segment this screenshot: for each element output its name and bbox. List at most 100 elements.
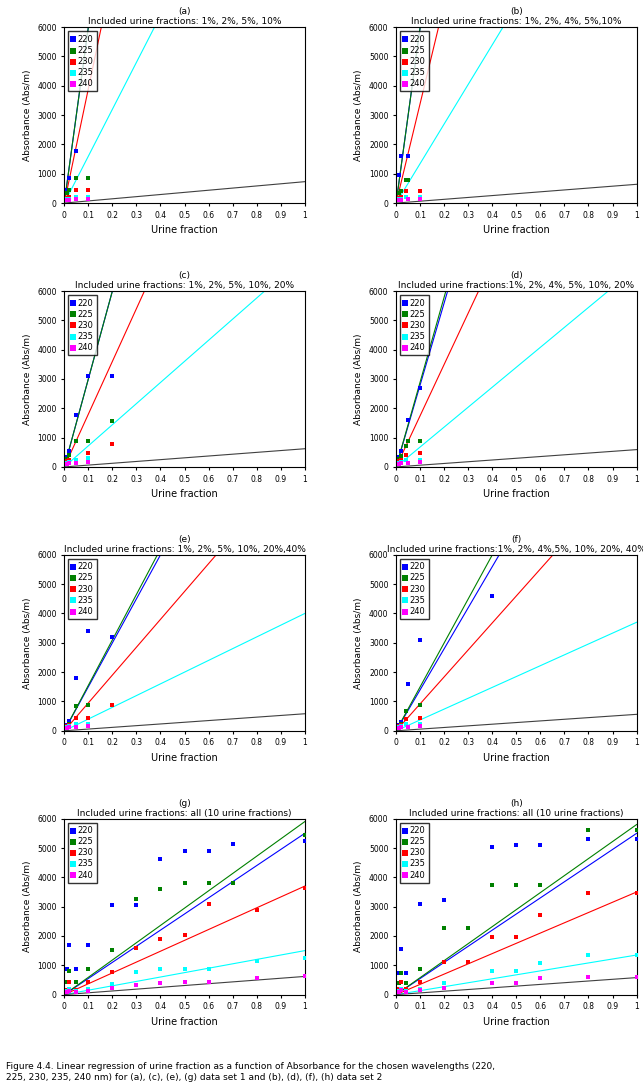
Point — [401, 447, 411, 464]
Point — [71, 188, 82, 205]
Point — [394, 720, 404, 737]
Point — [415, 982, 425, 999]
Point — [251, 953, 262, 971]
Point — [415, 715, 425, 733]
Point — [401, 188, 411, 205]
Point — [396, 442, 406, 460]
Point — [71, 982, 82, 999]
Point — [394, 717, 404, 735]
Point — [64, 442, 74, 460]
Point — [396, 719, 406, 736]
Point — [64, 980, 74, 998]
Point — [415, 190, 425, 208]
Point — [401, 982, 411, 999]
Point — [394, 975, 404, 992]
Title: (b)
Included urine fractions: 1%, 2%, 4%, 5%,10%: (b) Included urine fractions: 1%, 2%, 4%… — [411, 7, 622, 26]
Point — [179, 973, 190, 990]
Point — [487, 587, 498, 604]
Point — [83, 188, 93, 205]
Legend: 220, 225, 230, 235, 240: 220, 225, 230, 235, 240 — [401, 559, 429, 619]
Point — [415, 632, 425, 649]
Point — [62, 719, 72, 736]
Point — [415, 980, 425, 998]
Point — [396, 982, 406, 999]
X-axis label: Urine fraction: Urine fraction — [151, 753, 218, 763]
Point — [62, 960, 72, 977]
Point — [511, 974, 521, 991]
Point — [62, 190, 72, 208]
Point — [71, 182, 82, 199]
Point — [203, 842, 213, 860]
Point — [71, 709, 82, 726]
Point — [62, 973, 72, 990]
Point — [107, 979, 118, 997]
X-axis label: Urine fraction: Urine fraction — [483, 489, 550, 499]
Point — [107, 367, 118, 385]
Point — [396, 148, 406, 165]
Point — [83, 433, 93, 450]
Point — [403, 148, 413, 165]
Point — [631, 967, 642, 985]
Point — [203, 961, 213, 978]
Point — [439, 979, 449, 997]
Point — [401, 172, 411, 189]
Point — [300, 966, 310, 984]
Point — [131, 976, 141, 994]
Point — [396, 188, 406, 205]
Point — [62, 980, 72, 998]
Point — [71, 168, 82, 186]
Point — [107, 976, 118, 994]
Point — [71, 715, 82, 733]
Point — [64, 180, 74, 198]
Point — [487, 974, 498, 991]
Point — [83, 623, 93, 640]
Point — [179, 926, 190, 944]
Point — [403, 675, 413, 692]
Point — [71, 697, 82, 714]
Point — [83, 982, 93, 999]
Point — [415, 974, 425, 991]
X-axis label: Urine fraction: Urine fraction — [483, 225, 550, 235]
Point — [415, 961, 425, 978]
Point — [251, 901, 262, 919]
Point — [394, 982, 404, 999]
Y-axis label: Absorbance (Abs/m): Absorbance (Abs/m) — [354, 334, 363, 425]
Point — [62, 182, 72, 199]
Point — [583, 822, 593, 839]
Point — [62, 448, 72, 465]
Point — [394, 166, 404, 184]
Point — [64, 982, 74, 999]
Point — [396, 964, 406, 982]
Point — [511, 962, 521, 979]
Y-axis label: Absorbance (Abs/m): Absorbance (Abs/m) — [354, 597, 363, 688]
Point — [535, 970, 545, 987]
Point — [396, 940, 406, 958]
X-axis label: Urine fraction: Urine fraction — [151, 489, 218, 499]
Point — [71, 433, 82, 450]
X-axis label: Urine fraction: Urine fraction — [151, 225, 218, 235]
Y-axis label: Absorbance (Abs/m): Absorbance (Abs/m) — [23, 70, 32, 161]
Point — [71, 960, 82, 977]
Point — [439, 974, 449, 991]
Point — [83, 450, 93, 467]
Point — [401, 702, 411, 720]
Point — [487, 876, 498, 894]
Point — [64, 452, 74, 470]
Point — [64, 168, 74, 186]
Point — [62, 717, 72, 735]
Point — [394, 454, 404, 472]
Point — [396, 454, 406, 472]
Point — [401, 965, 411, 983]
Title: (e)
Included urine fractions: 1%, 2%, 5%, 10%, 20%,40%: (e) Included urine fractions: 1%, 2%, 5%… — [64, 535, 305, 554]
Point — [535, 836, 545, 853]
Point — [394, 190, 404, 208]
Point — [401, 975, 411, 992]
Point — [156, 974, 166, 991]
Point — [64, 190, 74, 208]
Point — [511, 836, 521, 853]
Point — [631, 822, 642, 839]
Point — [64, 973, 74, 990]
Point — [439, 891, 449, 909]
Point — [396, 190, 406, 208]
Point — [463, 953, 473, 971]
